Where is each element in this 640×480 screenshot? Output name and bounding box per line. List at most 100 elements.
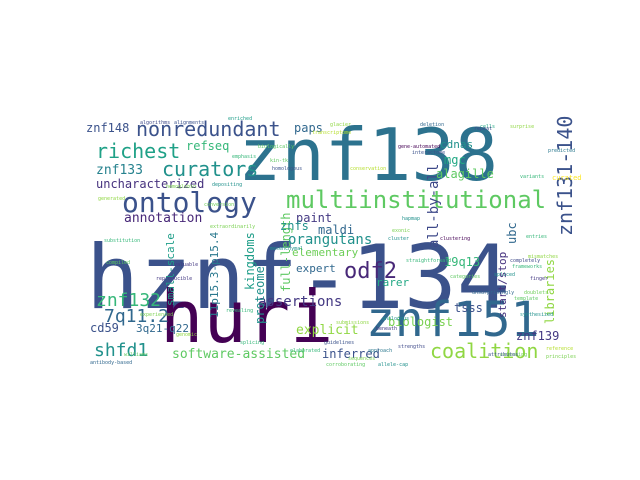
word-tsss: tsss xyxy=(454,301,483,315)
word-completely: completely xyxy=(510,258,540,264)
word-alagille: alagille xyxy=(436,167,494,181)
word-allele-cap: allele-cap xyxy=(378,362,408,368)
word-emphasis: emphasis xyxy=(232,154,256,160)
word-analogous: analogous xyxy=(382,316,409,322)
word-znfs: znfs xyxy=(280,219,309,233)
word-shfd1: shfd1 xyxy=(94,340,148,361)
word-mesenchymal: mesenchymal xyxy=(270,246,303,252)
word-mgc: mgc xyxy=(444,153,466,167)
word-ubc: ubc xyxy=(505,222,519,244)
word-ontology: ontology xyxy=(122,186,257,219)
word-refseq: refseq xyxy=(186,139,229,153)
word-znf151: znf151 xyxy=(366,292,539,348)
word-strengths: strengths xyxy=(398,344,425,350)
word-genomic: genomic xyxy=(176,332,197,338)
word-biologically: biologically xyxy=(258,144,294,150)
word-hemoglobin: hemoglobin xyxy=(166,184,196,190)
word-libraries: libraries xyxy=(543,259,557,324)
word-znf133: znf133 xyxy=(96,163,143,178)
word-synthesized: synthesized xyxy=(520,312,553,318)
word-substitution: substitution xyxy=(104,238,140,244)
word-experienced: experienced xyxy=(140,312,173,318)
word-gene-automated: gene-automated xyxy=(398,144,440,150)
word-annotation: annotation xyxy=(124,211,202,226)
word-predicted: predicted xyxy=(548,148,575,154)
word-conversion: conversion xyxy=(204,202,234,208)
word-11p15-3-p15-4: 11p15.3-p15.4 xyxy=(208,232,221,318)
word-approach: approach xyxy=(368,348,392,354)
word-expert: expert xyxy=(296,262,336,275)
word-transcriptome: transcriptome xyxy=(312,130,351,136)
word-start-stop: start/stop xyxy=(496,252,509,318)
word-template: template xyxy=(514,296,538,302)
word-znf132: znf132 xyxy=(96,290,161,311)
word-znf139: znf139 xyxy=(516,329,559,343)
word-repeat: repeat xyxy=(474,126,492,132)
word-richest: richest xyxy=(96,139,180,163)
word-7q11-2: 7q11.2 xyxy=(104,306,169,327)
word-unsurprisingly: unsurprisingly xyxy=(472,290,514,296)
word-rarer: rarer xyxy=(376,276,409,289)
word-spliced: spliced xyxy=(494,272,515,278)
word-3q21-q22: 3q21-q22 xyxy=(136,322,189,335)
word-nonredundant: nonredundant xyxy=(136,117,281,141)
word-paint: paint xyxy=(296,211,332,225)
word-cdnas: cdnas xyxy=(440,138,473,151)
word-alignments: alignments xyxy=(174,120,204,126)
word-curators: curators xyxy=(162,157,258,181)
cloud-background xyxy=(80,112,560,368)
word-biologist: biologist xyxy=(388,315,453,329)
word-variants: variants xyxy=(520,174,544,180)
word-hapmap: hapmap xyxy=(402,216,420,222)
word-finger: finger xyxy=(530,276,548,282)
word-principles: principles xyxy=(546,354,576,360)
word-enriched: enriched xyxy=(228,116,252,122)
word-odf2: odf2 xyxy=(344,259,397,284)
word-full-length: full-length xyxy=(279,213,293,292)
word-hznf-134: hznf-134 xyxy=(86,226,510,329)
word-kingdoms: kingdoms xyxy=(243,232,257,290)
word-reference: reference xyxy=(546,346,573,352)
word-small-scale: small-scale xyxy=(164,233,177,306)
word-interactome: interactome xyxy=(412,150,445,156)
word-antibody-based: antibody-based xyxy=(90,360,132,366)
word-znf131-140: znf131-140 xyxy=(553,116,577,236)
word-straightforward: straightforward xyxy=(406,258,451,264)
word-assertions: assertions xyxy=(258,294,342,310)
word-compiled: compiled xyxy=(106,260,130,266)
word-19q13: 19q13 xyxy=(444,255,480,269)
word-uncharacterized: uncharacterized xyxy=(96,177,204,191)
word-extraordinarily: extraordinarily xyxy=(210,224,255,230)
word-sequences: sequences xyxy=(348,356,375,362)
word-beneath: beneath xyxy=(376,326,397,332)
word-kin-tk: kin-tk xyxy=(270,158,288,164)
word-software-assisted: software-assisted xyxy=(172,347,305,362)
word-mismatches: mismatches xyxy=(528,254,558,260)
word-corroborating: corroborating xyxy=(326,362,365,368)
word-glacier: glacier xyxy=(330,122,351,128)
word-multiinstitutional: multiinstitutional xyxy=(286,186,546,214)
word-guidelines: guidelines xyxy=(324,340,354,346)
word-proteome: proteome xyxy=(253,266,267,324)
word-doublets: doublets xyxy=(524,290,548,296)
word-submissions: submissions xyxy=(336,320,369,326)
word-inferred: inferred xyxy=(322,347,380,361)
word-explicit: explicit xyxy=(296,323,359,338)
word-surprise: surprise xyxy=(510,124,534,130)
word-generated: generated xyxy=(98,196,125,202)
word-znf148: znf148 xyxy=(86,121,129,135)
word-reproducible: reproducible xyxy=(156,276,192,282)
word-cells: cells xyxy=(480,124,495,130)
word-frameworks: frameworks xyxy=(512,264,542,270)
word-cluster: cluster xyxy=(388,236,409,242)
word-homologous: homologous xyxy=(272,166,302,172)
word-revealing: revealing xyxy=(226,308,253,314)
word-entries: entries xyxy=(526,234,547,240)
word-categories: categories xyxy=(450,274,480,280)
word-williams: williams xyxy=(124,352,148,358)
word-coalition: coalition xyxy=(430,339,538,363)
word-orangutans: orangutans xyxy=(288,232,372,248)
word-cd59: cd59 xyxy=(90,321,119,335)
word-znf138: znf138 xyxy=(238,113,498,197)
